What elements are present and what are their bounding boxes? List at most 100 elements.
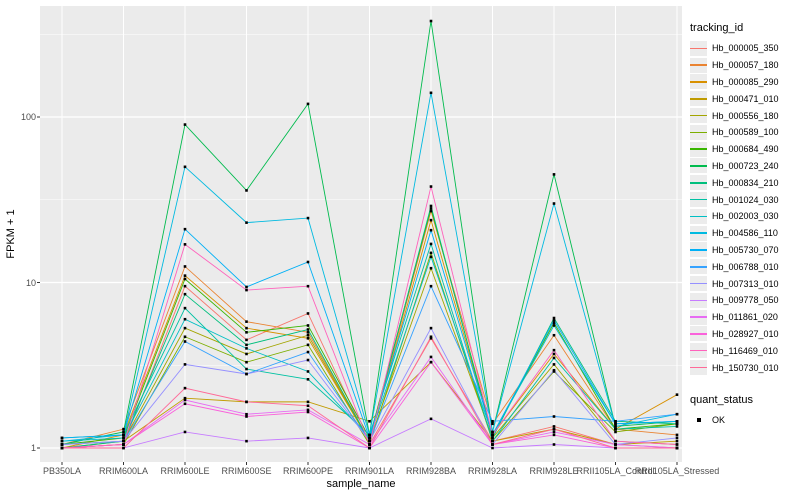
legend-key-line-icon — [690, 225, 707, 241]
point-marker — [60, 443, 64, 446]
point-marker — [245, 285, 248, 289]
legend-item: Hb_000684_490 — [690, 141, 798, 158]
point-marker — [368, 443, 371, 446]
point-marker — [245, 189, 248, 192]
point-marker — [183, 292, 187, 296]
legend-item: Hb_028927_010 — [690, 326, 798, 343]
point-marker — [429, 209, 433, 213]
legend-item: Hb_000556_180 — [690, 107, 798, 124]
legend-key-line-icon — [690, 141, 707, 157]
legend-label: Hb_028927_010 — [712, 328, 779, 339]
legend-items: Hb_000005_350 Hb_000057_180 Hb_000085_290 H… — [690, 40, 798, 376]
point-marker — [122, 446, 125, 450]
point-marker — [491, 422, 494, 426]
point-marker — [245, 288, 248, 292]
point-marker — [675, 412, 679, 416]
legend-key-line-icon — [690, 276, 707, 292]
point-marker — [306, 216, 310, 220]
point-marker — [306, 408, 310, 412]
point-marker — [552, 202, 556, 205]
point-marker — [675, 433, 679, 437]
legend-key-line-icon — [690, 40, 707, 56]
legend-label: Hb_002003_030 — [712, 211, 779, 222]
point-marker — [60, 436, 64, 440]
point-marker — [552, 316, 556, 320]
point-marker — [552, 321, 556, 325]
point-marker — [429, 326, 433, 330]
x-tick-label: RRIM600PE — [282, 466, 334, 476]
point-marker — [183, 317, 187, 321]
legend-label: Hb_004586_110 — [712, 228, 778, 239]
point-marker — [491, 433, 494, 437]
point-marker — [306, 410, 310, 414]
point-marker — [245, 331, 248, 334]
point-marker — [306, 404, 310, 408]
legend-key-line-icon — [690, 57, 707, 73]
point-marker — [306, 102, 310, 106]
y-tick-label: 10 — [25, 277, 36, 288]
point-marker — [552, 173, 556, 176]
point-marker — [122, 436, 125, 440]
point-marker — [552, 352, 556, 356]
point-marker — [429, 91, 433, 95]
point-marker — [60, 439, 64, 443]
point-marker — [245, 372, 248, 376]
x-tick-label: RRIM928LE — [529, 466, 579, 476]
legend-key-line-icon — [690, 309, 707, 325]
point-marker — [183, 165, 187, 169]
legend-item: Hb_000005_350 — [690, 40, 798, 57]
y-tick-label: 100 — [20, 112, 36, 122]
legend-key-line-icon — [690, 108, 707, 124]
point-marker — [245, 338, 248, 342]
point-marker — [306, 331, 310, 334]
point-marker — [614, 427, 617, 431]
legend-label: Hb_000684_490 — [712, 144, 779, 155]
legend-item: Hb_000834_210 — [690, 174, 798, 191]
point-marker — [183, 340, 187, 343]
legend-item: Hb_000589_100 — [690, 124, 798, 141]
quant-status-item: OK — [690, 412, 798, 429]
point-marker — [306, 324, 310, 327]
legend-key-line-icon — [690, 360, 707, 376]
point-marker — [368, 439, 371, 443]
point-marker — [183, 306, 187, 310]
legend-label: Hb_007313_010 — [712, 278, 779, 289]
quant-status-items: OK — [690, 412, 798, 429]
point-marker — [614, 425, 617, 428]
point-marker — [675, 443, 679, 446]
point-marker — [491, 430, 494, 434]
point-marker — [245, 320, 248, 323]
point-marker — [429, 417, 433, 421]
point-marker — [552, 443, 556, 446]
point-marker — [122, 430, 125, 434]
point-marker — [122, 433, 125, 437]
point-marker — [245, 415, 248, 418]
point-marker — [306, 312, 310, 315]
legend-item: Hb_002003_030 — [690, 208, 798, 225]
point-marker — [552, 324, 556, 327]
point-marker — [614, 443, 617, 446]
point-marker — [306, 358, 310, 362]
point-marker — [306, 378, 310, 381]
x-tick-label: RRII105LA_Control — [576, 466, 655, 476]
point-marker — [614, 419, 617, 423]
point-marker — [429, 242, 433, 246]
legend-item: Hb_000723_240 — [690, 158, 798, 175]
point-marker — [552, 425, 556, 428]
point-marker — [429, 19, 433, 23]
legend-key-line-icon — [690, 175, 707, 191]
legend-label: Hb_000834_210 — [712, 177, 779, 188]
point-marker — [183, 335, 187, 339]
legend-label: Hb_150730_010 — [712, 362, 779, 373]
point-marker — [614, 446, 617, 450]
point-marker — [306, 350, 310, 354]
point-marker — [491, 446, 494, 450]
point-marker — [552, 430, 556, 434]
point-marker — [491, 443, 494, 446]
legend-key-line-icon — [690, 292, 707, 308]
point-marker — [368, 433, 371, 437]
point-marker — [306, 343, 310, 347]
legend-label: Hb_011861_020 — [712, 312, 778, 323]
point-marker — [429, 266, 433, 270]
